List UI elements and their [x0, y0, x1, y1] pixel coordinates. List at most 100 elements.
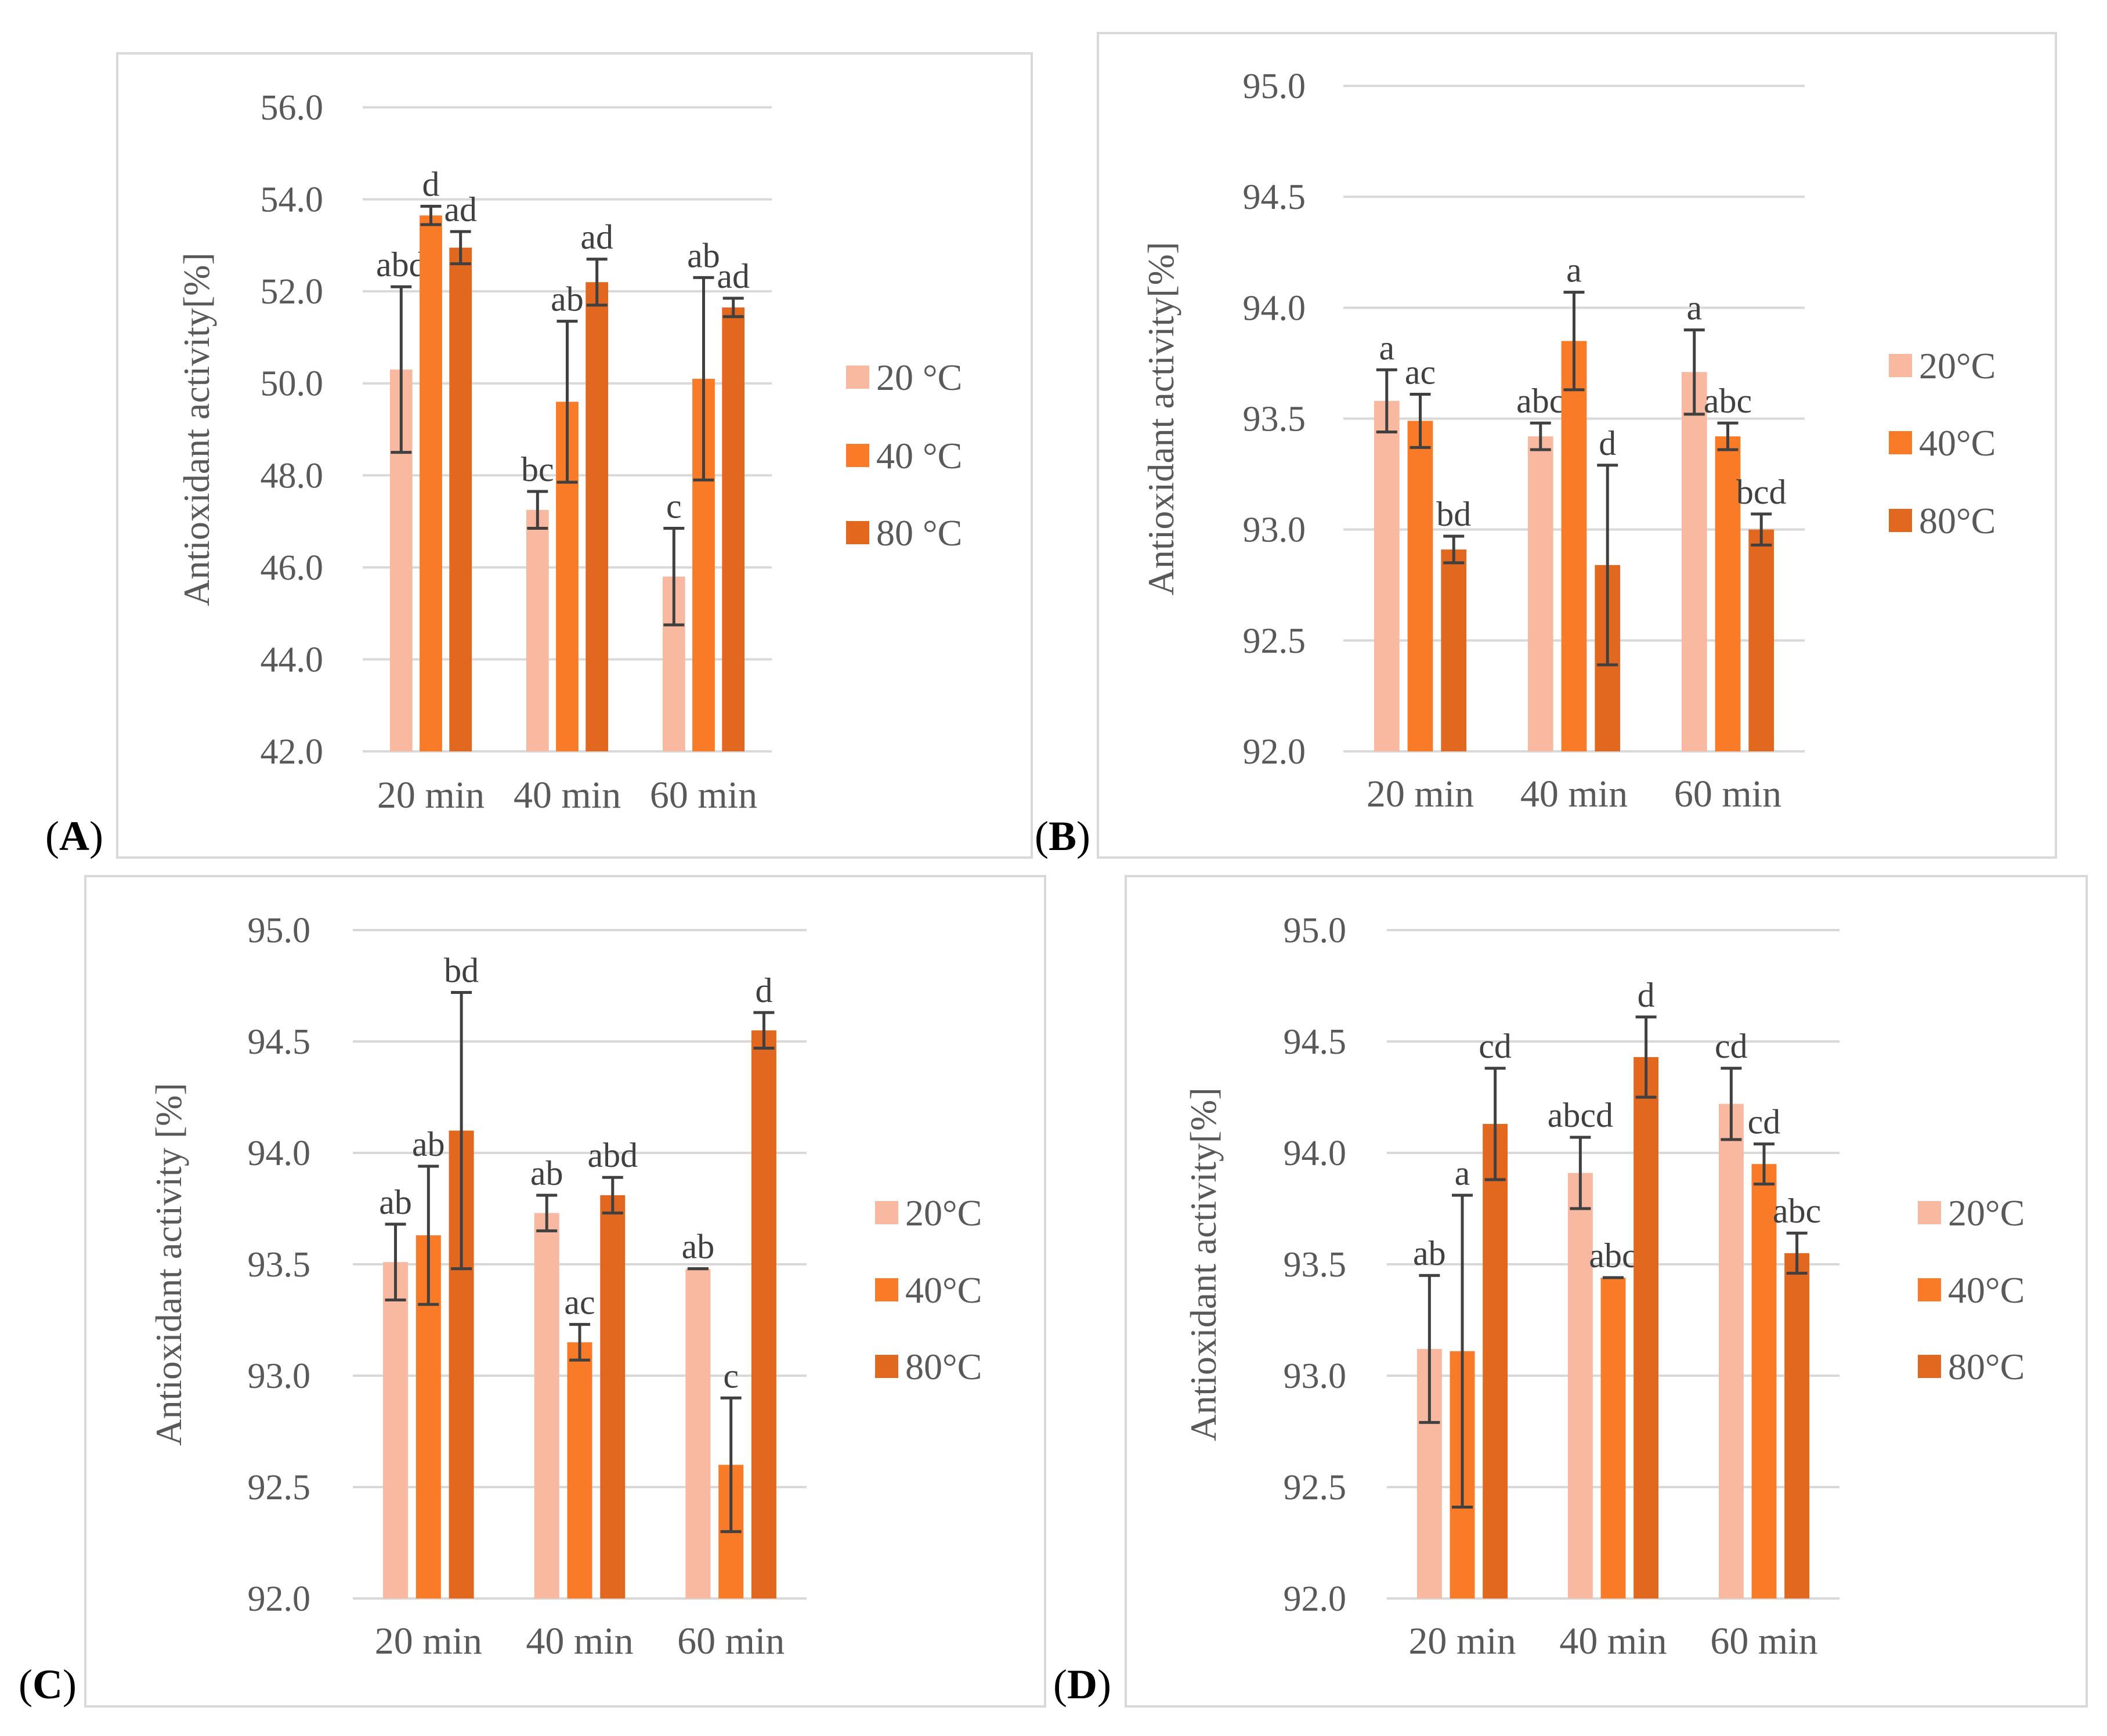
legend-swatch [875, 1278, 898, 1301]
significance-label: ad [717, 257, 750, 295]
bar [1681, 372, 1707, 751]
y-tick-label: 93.0 [1284, 1357, 1347, 1396]
legend-label: 80°C [1919, 500, 1996, 541]
y-tick-label: 48.0 [261, 456, 324, 496]
bar [600, 1195, 626, 1598]
x-category-label: 20 min [377, 774, 485, 816]
significance-label: ad [444, 190, 477, 229]
y-tick-label: 93.5 [1284, 1245, 1347, 1285]
significance-label: a [1379, 328, 1394, 367]
legend-label: 40°C [1919, 422, 1996, 464]
significance-label: bd [1436, 495, 1471, 533]
y-tick-label: 54.0 [261, 180, 324, 220]
bar [586, 282, 609, 751]
y-axis-label: Antioxidant activity[%] [1140, 242, 1181, 596]
significance-label: ab [551, 280, 584, 319]
significance-label: d [422, 165, 440, 203]
y-tick-label: 92.0 [1243, 732, 1306, 772]
x-category-label: 40 min [526, 1620, 633, 1662]
bar [1374, 400, 1400, 751]
x-category-label: 40 min [514, 774, 621, 816]
significance-label: d [755, 971, 772, 1010]
significance-label: ab [530, 1154, 563, 1192]
y-axis-label: Antioxidant activity[%] [1183, 1087, 1224, 1441]
panel-label-a: (A) [45, 813, 103, 859]
y-tick-label: 92.5 [248, 1468, 311, 1507]
y-tick-label: 95.0 [248, 911, 311, 950]
bar [1600, 1278, 1626, 1598]
significance-label: abc [1589, 1236, 1637, 1275]
significance-label: ad [580, 218, 613, 256]
y-tick-label: 93.5 [1243, 400, 1306, 439]
legend-label: 80 °C [876, 512, 962, 554]
bar [567, 1342, 592, 1598]
x-category-label: 40 min [1559, 1620, 1667, 1662]
panel-label-d: (D) [1053, 1661, 1111, 1708]
bar [534, 1213, 559, 1598]
y-tick-label: 95.0 [1284, 911, 1347, 950]
legend-label: 40°C [905, 1270, 982, 1311]
bar [526, 509, 549, 751]
significance-label: d [1599, 424, 1616, 462]
legend-label: 20 °C [876, 357, 962, 398]
significance-label: ab [687, 236, 720, 274]
bar [751, 1030, 776, 1598]
legend-swatch [1918, 1278, 1941, 1301]
y-tick-label: 44.0 [261, 640, 324, 679]
significance-label: ab [682, 1228, 715, 1266]
significance-label: c [666, 487, 682, 525]
x-category-label: 60 min [677, 1620, 785, 1662]
significance-label: ac [564, 1283, 595, 1322]
legend-label: 40°C [1948, 1270, 2025, 1311]
bar [1441, 549, 1467, 751]
legend-swatch [875, 1355, 898, 1378]
legend-swatch [1889, 431, 1912, 454]
y-tick-label: 94.0 [248, 1134, 311, 1173]
x-category-label: 60 min [1674, 773, 1781, 815]
significance-label: cd [1479, 1027, 1512, 1065]
bar [1527, 436, 1553, 751]
significance-label: abd [376, 245, 427, 284]
y-tick-label: 94.5 [248, 1022, 311, 1062]
bar [1718, 1104, 1744, 1598]
significance-label: c [723, 1357, 739, 1395]
y-tick-label: 95.0 [1243, 67, 1306, 106]
y-tick-label: 46.0 [261, 548, 324, 588]
legend-swatch [846, 366, 869, 389]
legend-swatch [846, 444, 869, 467]
bar [1567, 1173, 1593, 1598]
bar [685, 1268, 711, 1598]
significance-label: bd [444, 952, 479, 990]
bar [383, 1262, 409, 1598]
bar [1561, 341, 1587, 751]
significance-label: ac [1405, 353, 1436, 391]
significance-label: cd [1715, 1027, 1748, 1065]
y-tick-label: 94.5 [1284, 1022, 1347, 1062]
legend-swatch [1918, 1201, 1941, 1224]
legend-swatch [1889, 509, 1912, 532]
x-category-label: 60 min [1710, 1620, 1817, 1662]
y-tick-label: 93.0 [1243, 511, 1306, 550]
significance-label: ab [412, 1125, 445, 1163]
y-axis-label: Antioxidant activity[%] [176, 252, 217, 606]
significance-label: abd [587, 1136, 638, 1174]
x-category-label: 20 min [375, 1620, 482, 1662]
significance-label: cd [1748, 1103, 1781, 1141]
legend-label: 80°C [905, 1346, 982, 1387]
y-tick-label: 92.0 [1284, 1579, 1347, 1619]
significance-label: abc [1516, 382, 1564, 420]
significance-label: bcd [1736, 473, 1787, 511]
y-tick-label: 42.0 [261, 732, 324, 772]
bar [1633, 1057, 1659, 1598]
bar [1751, 1164, 1777, 1598]
legend-label: 20°C [1919, 345, 1996, 386]
bar [1483, 1124, 1508, 1598]
x-category-label: 60 min [650, 774, 757, 816]
legend-swatch [875, 1201, 898, 1224]
bar [1407, 421, 1433, 751]
legend-label: 80°C [1948, 1346, 2025, 1387]
significance-label: ab [379, 1183, 412, 1221]
